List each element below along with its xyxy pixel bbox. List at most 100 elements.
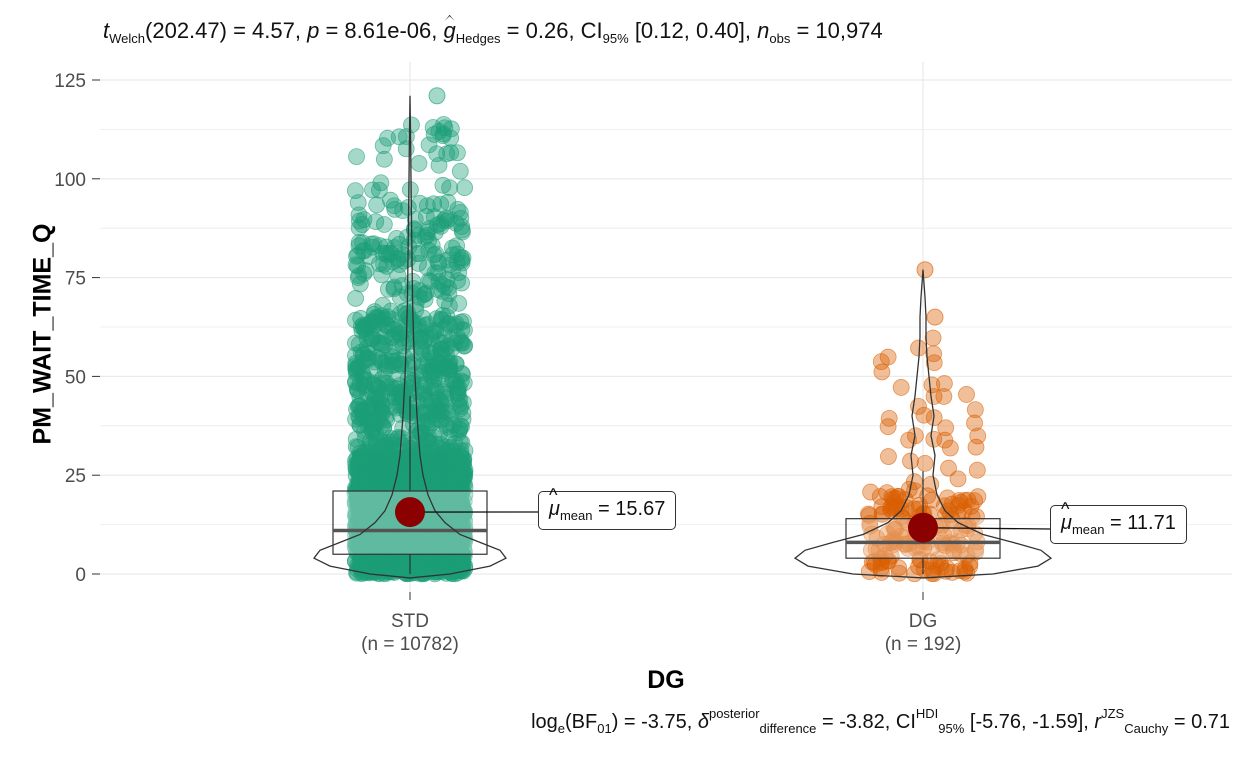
- data-point-dg: [938, 559, 956, 577]
- data-point-dg: [916, 261, 934, 279]
- data-point-std: [451, 203, 469, 221]
- data-point-std: [375, 216, 393, 233]
- y-tick-label: 75: [65, 269, 86, 290]
- data-point-std: [444, 261, 461, 279]
- data-point-dg: [926, 308, 944, 326]
- data-point-std: [425, 321, 443, 339]
- data-point-std: [418, 259, 436, 277]
- data-point-dg: [968, 461, 986, 479]
- data-point-std: [454, 223, 471, 241]
- data-point-std: [449, 144, 466, 162]
- data-point-std: [434, 176, 452, 194]
- data-point-std: [369, 378, 387, 396]
- x-axis-label: DG: [647, 666, 685, 694]
- data-point-std: [372, 174, 390, 192]
- data-point-std: [347, 290, 365, 307]
- data-point-std: [350, 408, 368, 425]
- data-point-std: [424, 119, 442, 136]
- data-point-std: [430, 255, 448, 272]
- data-point-dg: [862, 483, 880, 501]
- data-point-dg: [923, 565, 941, 582]
- data-point-dg: [958, 386, 975, 403]
- data-point-std: [449, 201, 467, 218]
- data-point-std: [351, 275, 369, 293]
- data-point-std: [391, 405, 409, 423]
- data-point-std: [386, 388, 404, 406]
- data-point-std: [418, 197, 436, 215]
- data-point-std: [374, 137, 392, 155]
- chart-title: tWelch(202.47) = 4.57, p = 8.61e-06, gHe…: [103, 18, 883, 46]
- data-point-std: [395, 252, 413, 270]
- data-point-std: [400, 448, 418, 466]
- data-point-dg: [919, 487, 937, 505]
- data-point-std: [423, 236, 441, 254]
- data-point-std: [427, 382, 445, 400]
- mean-point-std: [395, 497, 425, 528]
- data-point-std: [428, 87, 446, 105]
- data-point-std: [455, 337, 473, 355]
- data-point-std: [418, 223, 436, 241]
- data-point-dg: [890, 564, 908, 582]
- data-point-dg: [905, 473, 923, 491]
- data-point-dg: [950, 492, 968, 509]
- data-point-std: [348, 247, 365, 265]
- data-point-std: [370, 181, 388, 199]
- data-point-std: [403, 355, 420, 373]
- data-point-std: [443, 340, 461, 358]
- data-point-dg: [873, 363, 891, 381]
- data-point-std: [435, 116, 453, 133]
- x-tick-std: STD (n = 10782): [361, 611, 459, 655]
- data-point-std: [421, 220, 438, 237]
- data-point-std: [434, 125, 452, 143]
- data-point-std: [360, 344, 377, 362]
- data-point-std: [456, 179, 473, 197]
- data-point-dg: [880, 409, 898, 427]
- data-point-std: [349, 194, 367, 211]
- data-point-std: [364, 181, 381, 199]
- data-point-std: [388, 230, 405, 247]
- data-point-std: [425, 195, 443, 213]
- mean-label-dg: μmean = 11.71: [1050, 499, 1187, 544]
- data-point-std: [385, 197, 403, 215]
- mean-label-std: μmean = 15.67: [538, 485, 677, 530]
- data-point-dg: [935, 388, 953, 405]
- data-point-std: [379, 280, 397, 298]
- data-point-std: [454, 334, 471, 352]
- mean-point-dg: [908, 512, 938, 543]
- data-point-std: [401, 181, 419, 199]
- data-point-std: [347, 430, 365, 448]
- data-point-std: [455, 313, 472, 330]
- data-point-dg: [892, 379, 910, 396]
- data-point-std: [354, 346, 372, 364]
- data-point-std: [437, 357, 455, 375]
- data-point-std: [453, 218, 471, 235]
- data-point-std: [440, 297, 458, 315]
- y-axis-label: PM_WAIT_TIME_Q: [28, 223, 57, 445]
- data-point-std: [352, 455, 370, 473]
- data-point-std: [410, 255, 427, 272]
- data-point-std: [384, 436, 402, 454]
- data-point-std: [356, 401, 374, 419]
- data-point-std: [378, 257, 396, 275]
- data-point-dg: [880, 448, 897, 465]
- data-point-dg: [924, 329, 942, 347]
- data-point-std: [375, 150, 393, 168]
- data-point-std: [350, 212, 368, 230]
- chart-caption: loge(BF01) = -3.75, δposteriordifference…: [531, 706, 1230, 736]
- data-point-dg: [923, 376, 941, 394]
- data-point-dg: [925, 430, 943, 448]
- data-point-std: [430, 272, 448, 290]
- data-point-std: [350, 206, 368, 224]
- data-point-std: [437, 410, 455, 427]
- y-tick-label: 125: [54, 71, 86, 92]
- data-point-dg: [969, 427, 987, 445]
- data-point-std: [352, 343, 370, 361]
- data-point-std: [405, 221, 423, 239]
- data-point-std: [373, 335, 391, 352]
- data-point-std: [381, 384, 399, 401]
- data-point-std: [414, 309, 432, 327]
- data-point-std: [379, 308, 397, 326]
- data-point-std: [380, 560, 398, 577]
- y-tick-label: 50: [65, 367, 86, 388]
